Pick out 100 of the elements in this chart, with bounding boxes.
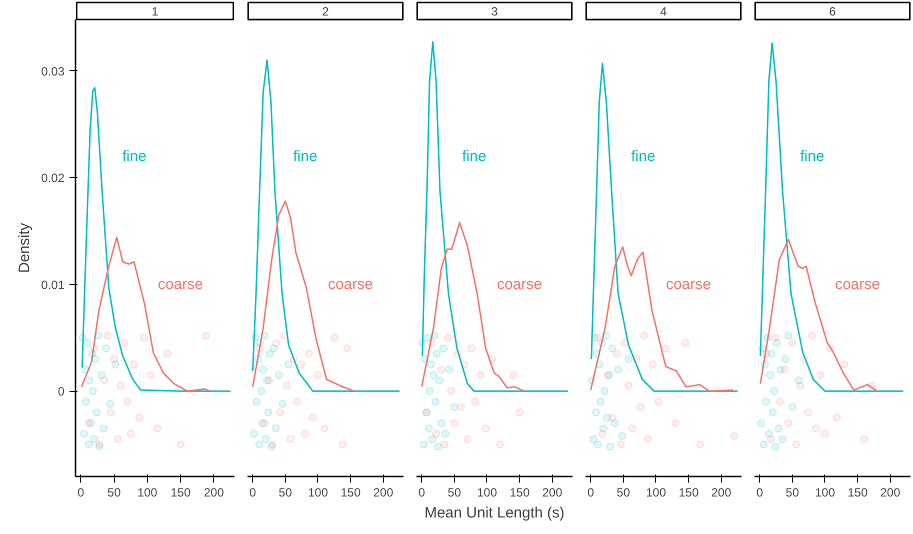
point [110, 355, 118, 364]
x-axis-title: Mean Unit Length (s) [424, 504, 565, 522]
point [826, 344, 834, 352]
point [123, 398, 132, 406]
point [784, 419, 792, 428]
point [140, 334, 148, 342]
point [432, 350, 441, 358]
point [202, 332, 210, 340]
point [262, 435, 270, 444]
point [268, 440, 276, 448]
point [648, 360, 657, 368]
point [300, 430, 309, 438]
point [614, 366, 622, 374]
point [600, 387, 608, 396]
point [418, 339, 426, 348]
point [80, 430, 88, 438]
series-label: fine [293, 148, 318, 166]
point [840, 360, 849, 368]
point [78, 334, 87, 342]
point [612, 350, 621, 358]
point [252, 398, 261, 406]
point [758, 344, 766, 352]
point [620, 339, 629, 348]
point [624, 355, 633, 364]
point [820, 430, 829, 438]
x-tick-label: 100 [814, 486, 836, 500]
point [90, 344, 98, 352]
y-tick-label: 0.03 [41, 64, 65, 78]
point [696, 440, 704, 448]
point [420, 355, 429, 364]
point [274, 371, 283, 380]
point [116, 382, 125, 390]
point [681, 339, 690, 348]
point [90, 435, 98, 444]
y-tick-label: 0 [58, 384, 65, 399]
point [860, 435, 868, 444]
point [428, 435, 436, 444]
point [832, 414, 841, 422]
point [776, 398, 784, 406]
series-label: coarse [834, 276, 880, 294]
point [259, 366, 268, 374]
x-tick-label: 100 [476, 486, 498, 500]
point [92, 408, 101, 416]
point [130, 360, 138, 368]
x-tick-label: 100 [137, 486, 158, 500]
x-tick-label: 150 [340, 486, 361, 500]
point [426, 360, 435, 368]
point [784, 332, 792, 340]
point [91, 355, 100, 364]
point [762, 398, 770, 406]
point [812, 424, 820, 432]
point [662, 344, 670, 352]
point [250, 430, 258, 438]
chart-title: 1 [152, 4, 159, 18]
point [126, 430, 135, 438]
point [463, 435, 472, 444]
point [595, 360, 604, 368]
point [430, 332, 438, 340]
point [251, 334, 260, 342]
point [766, 371, 774, 380]
x-tick-label: 200 [880, 486, 901, 500]
x-tick-label: 200 [542, 486, 563, 500]
point [103, 332, 112, 340]
series-label: fine [122, 148, 146, 166]
x-tick-label: 150 [510, 486, 530, 500]
point [264, 408, 272, 416]
series-label: fine [631, 148, 656, 166]
point [293, 398, 302, 406]
point [796, 382, 804, 390]
point [434, 442, 442, 451]
point [760, 360, 769, 368]
point [437, 366, 446, 374]
x-tick-label: 50 [448, 486, 462, 500]
point [432, 430, 440, 438]
y-tick-label: 0.02 [41, 171, 65, 186]
point [618, 432, 626, 440]
point [440, 440, 449, 448]
x-tick-label: 50 [278, 486, 292, 500]
point [764, 334, 772, 342]
point [792, 440, 800, 448]
point [290, 355, 298, 364]
x-tick-label: 0 [77, 486, 84, 500]
point [624, 382, 633, 390]
point [496, 440, 504, 448]
point [153, 424, 162, 432]
point [135, 414, 144, 422]
point [280, 332, 288, 340]
point [276, 408, 284, 416]
y-axis-title: Density [16, 222, 34, 274]
point [94, 332, 102, 340]
point [471, 398, 480, 406]
point [272, 424, 280, 432]
point [343, 344, 352, 352]
point [163, 350, 172, 358]
point [781, 355, 790, 364]
point [788, 403, 796, 412]
series-label: coarse [666, 276, 711, 294]
x-tick-label: 100 [646, 486, 666, 500]
x-tick-label: 0 [587, 486, 594, 500]
point [482, 424, 490, 432]
